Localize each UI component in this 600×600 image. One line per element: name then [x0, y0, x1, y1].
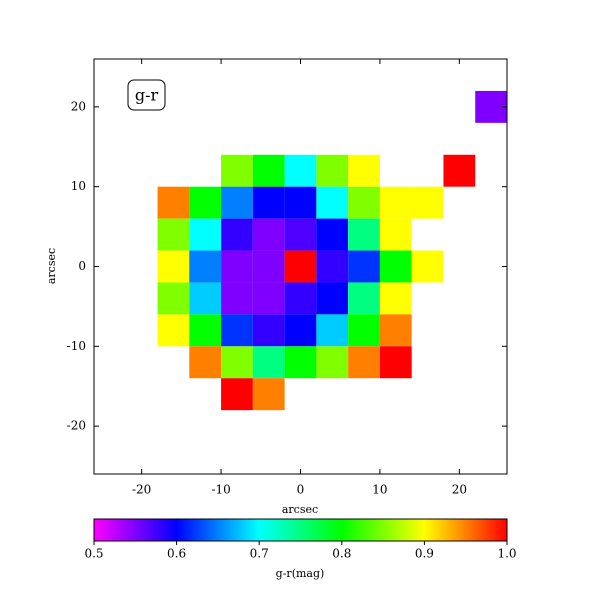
cell — [157, 250, 190, 283]
cell — [348, 186, 380, 219]
cell — [189, 346, 222, 379]
cell — [379, 250, 412, 283]
cell — [252, 186, 285, 219]
colorbar-tick-label: 0.6 — [167, 547, 186, 561]
cell — [189, 186, 222, 219]
cell — [252, 154, 285, 187]
cell — [348, 250, 380, 283]
cell — [379, 218, 412, 251]
cell — [348, 314, 380, 347]
cell — [189, 218, 222, 251]
annotation: g-r — [135, 86, 159, 105]
y-tick-label: -10 — [67, 339, 86, 353]
cell — [284, 346, 317, 379]
colorbar-tick-label: 0.8 — [332, 547, 351, 561]
cell — [189, 314, 222, 347]
cell — [411, 250, 444, 283]
cell — [316, 282, 349, 315]
cell — [284, 186, 317, 219]
colorbar-tick-label: 0.9 — [415, 547, 434, 561]
cell — [379, 314, 412, 347]
cell — [348, 154, 380, 187]
cell — [221, 186, 253, 219]
cell — [379, 282, 412, 315]
cell — [316, 346, 349, 379]
cell — [157, 186, 190, 219]
cell — [443, 154, 476, 187]
y-axis-label: arcsec — [45, 248, 58, 284]
cell — [316, 186, 349, 219]
cell — [348, 218, 380, 251]
cell — [221, 218, 253, 251]
cell — [157, 218, 190, 251]
cell — [221, 346, 253, 379]
colorbar-tick-label: 0.5 — [84, 547, 103, 561]
y-tick-label: 20 — [71, 99, 86, 113]
cell — [252, 250, 285, 283]
y-tick-label: -20 — [67, 419, 86, 433]
cell — [348, 282, 380, 315]
cell — [284, 314, 317, 347]
cell — [379, 346, 412, 379]
colorbar — [93, 518, 508, 542]
cell — [284, 282, 317, 315]
cell — [379, 186, 412, 219]
cell — [316, 314, 349, 347]
y-tick-label: 0 — [78, 259, 86, 273]
x-tick-label: -20 — [132, 483, 151, 497]
cell — [284, 154, 317, 187]
cell — [157, 314, 190, 347]
cell — [252, 218, 285, 251]
cell — [252, 346, 285, 379]
x-tick-label: -10 — [211, 483, 230, 497]
cell — [316, 250, 349, 283]
cell — [252, 282, 285, 315]
annotation-box — [127, 79, 166, 111]
cell — [221, 378, 253, 411]
cell — [189, 250, 222, 283]
cell — [252, 378, 285, 411]
colorbar-label: g-r(mag) — [276, 567, 325, 580]
cell — [475, 90, 507, 123]
cell — [316, 218, 349, 251]
cell — [316, 154, 349, 187]
x-tick-label: 20 — [452, 483, 467, 497]
cell — [189, 282, 222, 315]
x-tick-label: 0 — [297, 483, 305, 497]
colorbar-tick-label: 1.0 — [497, 547, 516, 561]
cell — [221, 250, 253, 283]
cell — [221, 154, 253, 187]
cell — [252, 314, 285, 347]
cell — [411, 186, 444, 219]
cell — [157, 282, 190, 315]
cell — [284, 250, 317, 283]
x-axis-label: arcsec — [282, 503, 318, 516]
cell — [221, 282, 253, 315]
x-tick-label: 10 — [372, 483, 387, 497]
cell — [348, 346, 380, 379]
colorbar-tick-label: 0.7 — [250, 547, 269, 561]
image — [157, 90, 507, 411]
y-tick-label: 10 — [71, 179, 86, 193]
cell — [284, 218, 317, 251]
cell — [221, 314, 253, 347]
